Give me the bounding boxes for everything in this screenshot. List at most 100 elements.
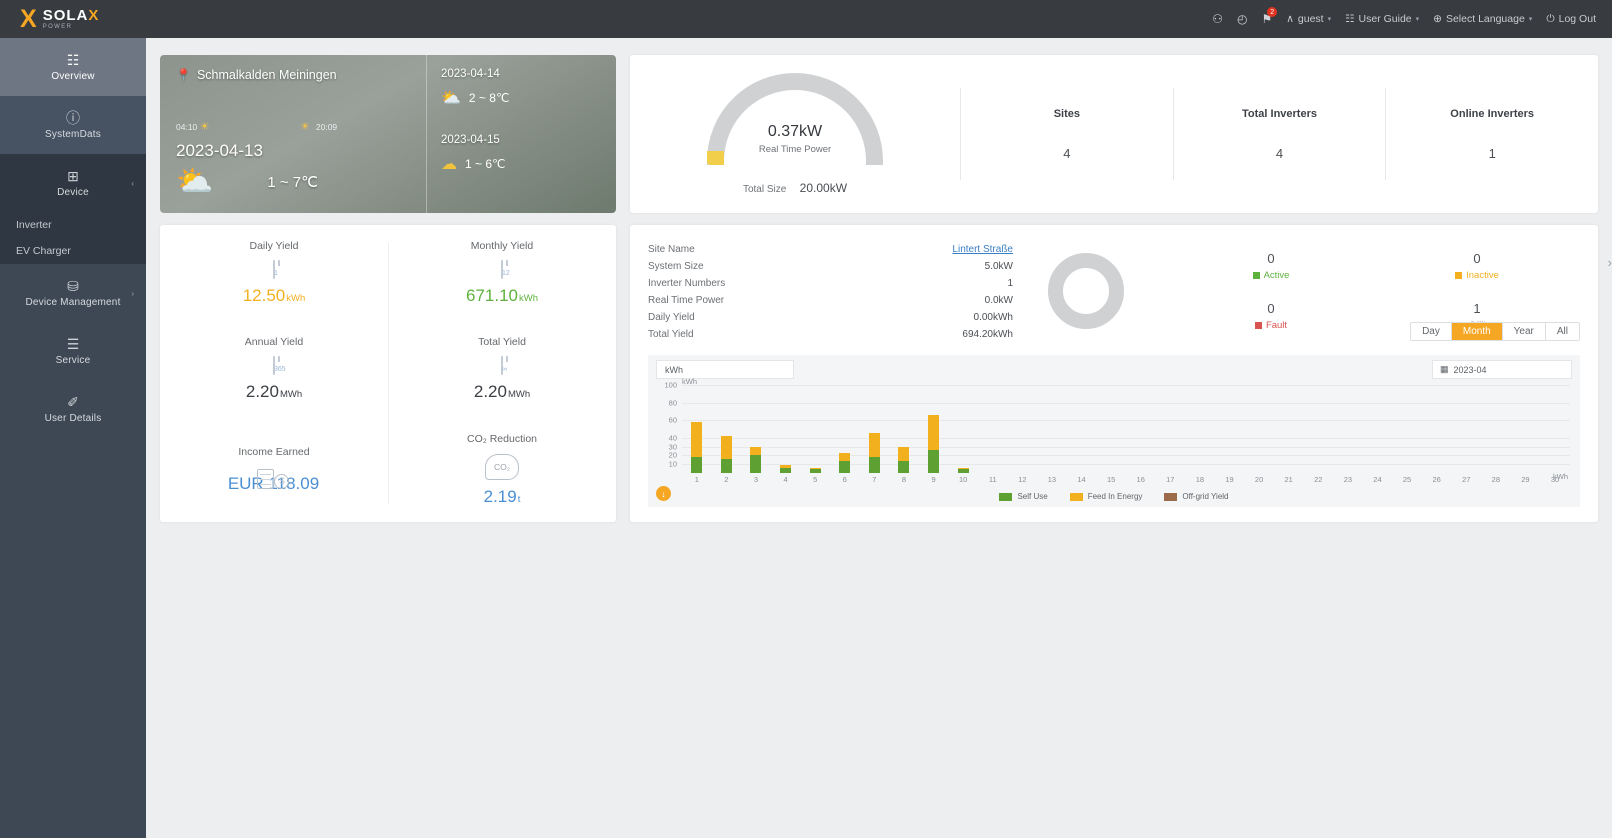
yield-cell-income: Income Earned EUR 118.09 <box>160 418 388 522</box>
status-fault: 0 Fault <box>1168 291 1374 341</box>
legend-off-grid[interactable]: Off-grid Yield <box>1164 492 1229 501</box>
sun-times: 04:10 ☀ ☀ 20:09 <box>176 120 426 133</box>
help-icon[interactable]: ⚇ <box>1212 12 1223 26</box>
chart-bar-column[interactable] <box>1037 385 1067 473</box>
stat-value: 4 <box>1063 145 1071 161</box>
chart-bar-column[interactable] <box>1126 385 1156 473</box>
weather-today-date: 2023-04-13 <box>176 141 263 160</box>
stat-total-inverters: Total Inverters 4 <box>1172 88 1386 180</box>
yield-value: 671.10kWh <box>466 286 538 306</box>
language-menu[interactable]: ⊕ Select Language ▾ <box>1433 13 1532 25</box>
chart-bar-segment <box>898 460 910 473</box>
chart-bar-column[interactable] <box>771 385 801 473</box>
chart-next-arrow[interactable]: › <box>1607 255 1612 270</box>
chart-bar-column[interactable] <box>1096 385 1126 473</box>
chart-x-tick: 15 <box>1106 475 1116 484</box>
chart-bar-column[interactable] <box>919 385 949 473</box>
tab-all[interactable]: All <box>1545 323 1579 340</box>
chart-bar-column[interactable] <box>1333 385 1363 473</box>
chart-date-picker[interactable]: ▦ 2023-04 <box>1432 360 1572 379</box>
chart-bar-column[interactable] <box>830 385 860 473</box>
language-label: Select Language <box>1445 13 1525 25</box>
chart-bar-column[interactable] <box>682 385 712 473</box>
chart-bar-column[interactable] <box>1067 385 1097 473</box>
total-size-value: 20.00kW <box>799 181 848 195</box>
sidebar-item-device[interactable]: ⊞ Device ‹ <box>0 154 146 212</box>
chart-x-tick: 5 <box>813 475 818 484</box>
brand-logo[interactable]: X SOLAX POWER <box>0 0 146 38</box>
sidebar-item-user-details[interactable]: ✐ User Details <box>0 380 146 438</box>
site-info-value[interactable]: Lintert Straße <box>952 244 1013 255</box>
chart-x-tick: 17 <box>1166 475 1175 484</box>
chart-bar-column[interactable] <box>1363 385 1393 473</box>
chart-bar-column[interactable] <box>860 385 890 473</box>
chart-bar-segment <box>928 414 940 451</box>
chart-bar-column[interactable] <box>889 385 919 473</box>
chart-bar-segment <box>809 467 821 470</box>
chart-legend: Self Use Feed In Energy Off-grid Yield <box>648 492 1580 501</box>
status-count: 0 <box>1267 251 1275 266</box>
sidebar-item-service[interactable]: ☰ Service <box>0 322 146 380</box>
legend-self-use[interactable]: Self Use <box>999 492 1048 501</box>
sidebar-item-system-data[interactable]: ⓘ SystemDats <box>0 96 146 154</box>
chart-bar-column[interactable] <box>1540 385 1570 473</box>
yield-cell-annual: Annual Yield 365 2.20MWh <box>160 321 388 417</box>
chart-bar-column[interactable] <box>1156 385 1186 473</box>
chart-bar-column[interactable] <box>1481 385 1511 473</box>
chart-bar-column[interactable] <box>1008 385 1038 473</box>
chart-bar-column[interactable] <box>1451 385 1481 473</box>
chart-x-tick: 23 <box>1343 475 1353 484</box>
yield-value: 12.50kWh <box>242 286 306 306</box>
user-guide-menu[interactable]: ☷ User Guide ▾ <box>1345 13 1419 25</box>
clock-icon[interactable]: ◴ <box>1236 12 1248 26</box>
download-icon[interactable]: ↓ <box>656 486 671 501</box>
chart-bar-column[interactable] <box>1511 385 1541 473</box>
status-label: Inactive <box>1455 270 1499 281</box>
legend-feed-in[interactable]: Feed In Energy <box>1069 492 1142 501</box>
chart-bar-column[interactable] <box>1244 385 1274 473</box>
chart-bar-column[interactable] <box>1422 385 1452 473</box>
chart-gridline: 30 <box>669 442 1570 451</box>
chart-unit-select[interactable]: kWh <box>656 360 794 379</box>
sidebar-item-inverter[interactable]: Inverter <box>0 212 146 238</box>
chart-x-tick: 4 <box>783 475 788 484</box>
weather-today: 📍 Schmalkalden Meiningen 04:10 ☀ ☀ 20:09… <box>160 55 426 213</box>
chart-bar-column[interactable] <box>1274 385 1304 473</box>
sidebar-item-label: Overview <box>51 70 95 82</box>
chart-gridline: 60 <box>669 416 1570 425</box>
chart-x-tick: 22 <box>1314 475 1323 484</box>
tab-day[interactable]: Day <box>1411 323 1452 340</box>
sunrise-time: 04:10 <box>176 122 198 132</box>
chart-bar-column[interactable] <box>741 385 771 473</box>
sidebar-item-device-management[interactable]: ⛁ Device Management › <box>0 264 146 322</box>
service-icon: ☰ <box>66 335 80 352</box>
site-info-row: Daily Yield 0.00kWh <box>648 309 1013 326</box>
chart-bar-column[interactable] <box>712 385 742 473</box>
chart-bar-column[interactable] <box>1215 385 1245 473</box>
chart-bar-column[interactable] <box>800 385 830 473</box>
overview-card: 0.37kW Real Time Power Total Size 20.00k… <box>630 55 1598 213</box>
weather-card: 📍 Schmalkalden Meiningen 04:10 ☀ ☀ 20:09… <box>160 55 616 213</box>
location-pin-icon: 📍 <box>176 68 191 82</box>
chart-bar-column[interactable] <box>978 385 1008 473</box>
chart-x-tick: 11 <box>988 475 997 484</box>
sidebar-item-ev-charger[interactable]: EV Charger <box>0 238 146 264</box>
tab-month[interactable]: Month <box>1451 323 1503 340</box>
site-info-label: Total Yield <box>648 329 694 340</box>
chart-bar-column[interactable] <box>1303 385 1333 473</box>
chart-bar-column[interactable] <box>948 385 978 473</box>
sunset-time: 20:09 <box>315 121 338 132</box>
tab-year[interactable]: Year <box>1502 323 1546 340</box>
user-menu[interactable]: ∧ guest ▾ <box>1286 13 1331 25</box>
chart-x-tick: 27 <box>1462 475 1471 484</box>
bell-icon[interactable]: ⚑ 2 <box>1261 7 1278 26</box>
sidebar-item-label: SystemDats <box>45 128 101 140</box>
chart-gridline: 40 <box>669 433 1570 442</box>
calendar-icon: ∞ <box>501 356 507 376</box>
logout-button[interactable]: ⏻ Log Out <box>1546 13 1596 26</box>
sidebar-item-overview[interactable]: ☷ Overview <box>0 38 146 96</box>
sidebar-subitem-label: Inverter <box>16 219 52 231</box>
chart-bar-column[interactable] <box>1392 385 1422 473</box>
chart-bar-column[interactable] <box>1185 385 1215 473</box>
device-management-icon: ⛁ <box>67 277 79 294</box>
